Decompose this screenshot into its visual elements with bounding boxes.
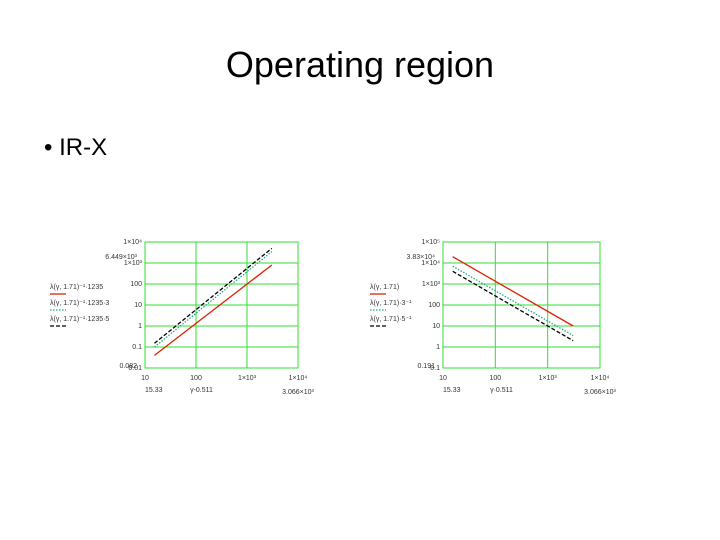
y-tick-label: 1×10⁴ bbox=[421, 260, 440, 267]
y-tick-label: 1×10³ bbox=[124, 260, 143, 267]
series-line bbox=[452, 265, 574, 337]
x-tick-label: 1×10⁴ bbox=[289, 375, 308, 382]
y-tick-label: 1 bbox=[138, 323, 142, 330]
y-tick-label: 0.1 bbox=[430, 365, 440, 372]
y-tick-label: 1×10³ bbox=[422, 281, 441, 288]
x-tick-label: 1×10³ bbox=[539, 375, 558, 382]
y-tick-label: 1×10⁵ bbox=[421, 239, 440, 246]
x-tick-label: 100 bbox=[190, 375, 202, 382]
y-tick-label: 10 bbox=[134, 302, 142, 309]
legend-label: λ(γ, 1.71) bbox=[370, 284, 399, 291]
x-axis-label: γ-0.511 bbox=[190, 387, 213, 394]
bullet-text: IR-X bbox=[59, 134, 108, 161]
annotation: 0.082 bbox=[119, 363, 137, 370]
annotation: 3.066×10³ bbox=[282, 389, 314, 396]
annotation: 0.191 bbox=[417, 363, 435, 370]
legend-label: λ(γ, 1.71)·5⁻¹ bbox=[370, 316, 412, 323]
series-line bbox=[154, 264, 273, 356]
y-tick-label: 100 bbox=[130, 281, 142, 288]
x-tick-label: 1×10⁴ bbox=[591, 375, 610, 382]
legend-label: λ(γ, 1.71)⁻¹·1235 bbox=[50, 284, 103, 291]
y-tick-label: 1 bbox=[436, 344, 440, 351]
annotation: 15.33 bbox=[145, 387, 163, 394]
slide-title: Operating region bbox=[225, 44, 495, 85]
annotation: 3.83×10⁴ bbox=[406, 254, 435, 261]
bullet: • IR-X bbox=[44, 134, 108, 161]
y-tick-label: 0.01 bbox=[128, 365, 142, 372]
legend-label: λ(γ, 1.71)⁻¹·1235·3 bbox=[50, 300, 109, 307]
annotation: 3.066×10³ bbox=[584, 389, 616, 396]
y-tick-label: 100 bbox=[428, 302, 440, 309]
annotation: 6.449×10³ bbox=[105, 254, 137, 261]
x-tick-label: 10 bbox=[141, 375, 149, 382]
series-line bbox=[154, 251, 273, 348]
series-line bbox=[452, 256, 574, 327]
legend-label: λ(γ, 1.71)·3⁻¹ bbox=[370, 300, 412, 307]
y-tick-label: 1×10⁴ bbox=[123, 239, 142, 246]
x-axis-label: γ·0.511 bbox=[490, 387, 513, 394]
series-line bbox=[154, 247, 273, 344]
x-tick-label: 10 bbox=[439, 375, 447, 382]
y-tick-label: 10 bbox=[432, 323, 440, 330]
annotation: 15.33 bbox=[443, 387, 461, 394]
x-tick-label: 1×10³ bbox=[238, 375, 257, 382]
x-tick-label: 100 bbox=[489, 375, 501, 382]
legend-label: λ(γ, 1.71)⁻¹·1235·5 bbox=[50, 316, 109, 323]
y-tick-label: 0.1 bbox=[132, 344, 142, 351]
series-line bbox=[452, 270, 574, 342]
